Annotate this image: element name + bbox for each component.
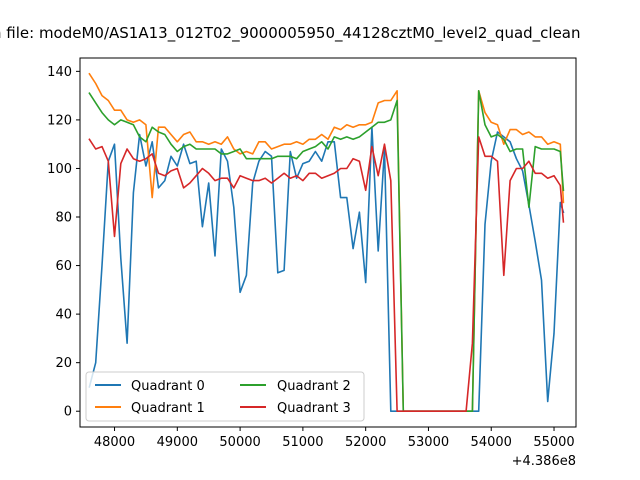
legend-label-quadrant-2: Quadrant 2 — [277, 379, 351, 394]
y-tick-label: 40 — [55, 308, 72, 323]
y-tick-label: 0 — [64, 405, 72, 420]
y-tick-label: 140 — [47, 65, 72, 80]
legend: Quadrant 0 Quadrant 1 Quadrant 2 Quadran… — [85, 371, 365, 422]
x-tick-label: 52000 — [345, 435, 386, 450]
x-tick-label: 48000 — [94, 435, 135, 450]
x-tick-label: 50000 — [219, 435, 260, 450]
y-tick-label: 100 — [47, 162, 72, 177]
plot-area — [80, 58, 576, 427]
plot-frame — [79, 57, 577, 428]
x-offset-label: +4.386e8 — [512, 454, 576, 469]
x-tick-label: 49000 — [157, 435, 198, 450]
chart-title: n file: modeM0/AS1A13_012T02_9000005950_… — [0, 24, 581, 43]
legend-label-quadrant-1: Quadrant 1 — [131, 401, 205, 416]
legend-label-quadrant-3: Quadrant 3 — [277, 401, 351, 416]
x-tick-label: 54000 — [471, 435, 512, 450]
legend-box — [85, 371, 365, 422]
y-tick-label: 60 — [55, 259, 72, 274]
series-line-quadrant-2 — [88, 90, 565, 413]
axes-layer: 48000 49000 50000 51000 52000 53000 54000 55000… — [47, 65, 575, 450]
y-tick-label: 80 — [55, 211, 72, 226]
x-tick-label: 53000 — [408, 435, 449, 450]
series-layer — [88, 72, 565, 413]
legend-label-quadrant-0: Quadrant 0 — [131, 379, 205, 394]
series-line-quadrant-1 — [88, 72, 565, 413]
y-tick-label: 120 — [47, 113, 72, 128]
x-tick-label: 51000 — [282, 435, 323, 450]
series-line-quadrant-0 — [88, 126, 565, 413]
y-tick-label: 20 — [55, 356, 72, 371]
x-tick-label: 55000 — [533, 435, 574, 450]
series-line-quadrant-3 — [88, 136, 565, 413]
